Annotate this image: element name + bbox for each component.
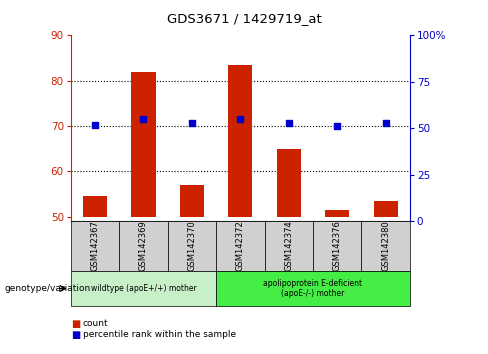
Text: GSM142372: GSM142372 <box>236 221 245 272</box>
Bar <box>362 221 410 271</box>
Text: GSM142370: GSM142370 <box>187 221 196 272</box>
Text: wildtype (apoE+/+) mother: wildtype (apoE+/+) mother <box>91 284 196 293</box>
Text: GSM142367: GSM142367 <box>90 221 100 272</box>
Text: GSM142374: GSM142374 <box>285 221 293 272</box>
Text: GSM142376: GSM142376 <box>333 221 342 272</box>
Bar <box>228 65 252 217</box>
Text: GSM142380: GSM142380 <box>381 221 390 272</box>
Bar <box>180 185 204 217</box>
Bar <box>325 210 349 217</box>
Point <box>382 120 389 126</box>
Text: percentile rank within the sample: percentile rank within the sample <box>83 330 236 339</box>
Bar <box>168 221 216 271</box>
Point <box>333 124 341 129</box>
Bar <box>71 221 119 271</box>
Text: count: count <box>83 319 109 329</box>
Text: ■: ■ <box>71 319 80 329</box>
Bar <box>264 221 313 271</box>
Text: GDS3671 / 1429719_at: GDS3671 / 1429719_at <box>166 12 322 25</box>
Point <box>236 116 244 122</box>
Bar <box>374 201 398 217</box>
Bar <box>216 271 410 306</box>
Point <box>140 116 147 122</box>
Point <box>91 122 99 127</box>
Bar <box>277 149 301 217</box>
Bar <box>216 221 264 271</box>
Bar <box>83 196 107 217</box>
Bar <box>313 221 362 271</box>
Point <box>188 120 196 126</box>
Point <box>285 120 293 126</box>
Text: GSM142369: GSM142369 <box>139 221 148 272</box>
Text: ■: ■ <box>71 330 80 339</box>
Text: genotype/variation: genotype/variation <box>5 284 91 293</box>
Text: apolipoprotein E-deficient
(apoE-/-) mother: apolipoprotein E-deficient (apoE-/-) mot… <box>264 279 363 298</box>
Bar <box>131 72 156 217</box>
Bar <box>71 271 216 306</box>
Bar <box>119 221 168 271</box>
